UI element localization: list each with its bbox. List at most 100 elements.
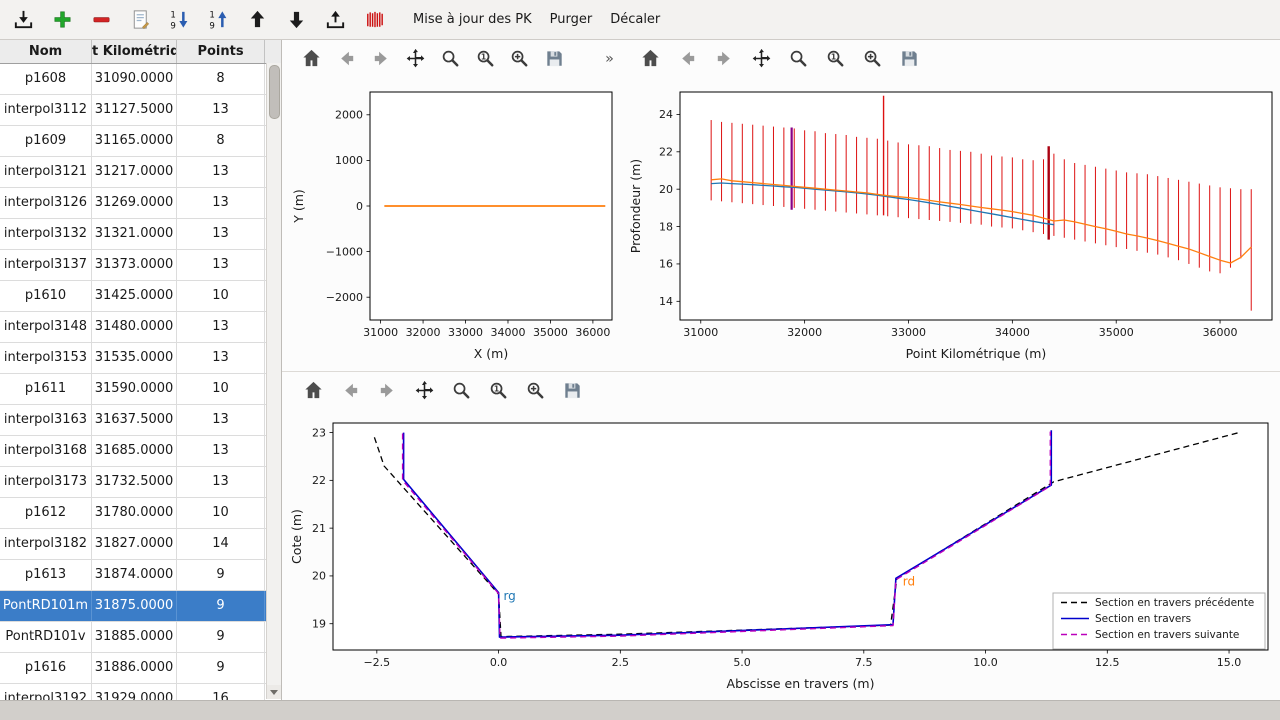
back-button[interactable] [336, 376, 364, 404]
table-cell: 31685.0000 [92, 436, 177, 466]
svg-text:9: 9 [170, 22, 175, 31]
zoom-one-button[interactable]: 1 [821, 44, 849, 72]
svg-text:−2000: −2000 [326, 291, 363, 304]
zoom-one-button[interactable]: 1 [484, 376, 512, 404]
table-row[interactable]: PontRD101v 31885.0000 9 [0, 622, 281, 653]
svg-text:1: 1 [493, 384, 498, 393]
import-button[interactable] [8, 4, 38, 36]
table-cell: 13 [177, 467, 265, 497]
table-row[interactable]: interpol3148 31480.0000 13 [0, 312, 281, 343]
table-row[interactable]: interpol3126 31269.0000 13 [0, 188, 281, 219]
zoom-button[interactable] [784, 44, 812, 72]
back-button[interactable] [334, 44, 360, 72]
column-header-0[interactable]: Nom [0, 40, 92, 63]
edit-button[interactable] [125, 4, 155, 36]
svg-text:5.0: 5.0 [733, 656, 751, 669]
table-cell: p1613 [0, 560, 92, 590]
table-row[interactable]: p1613 31874.0000 9 [0, 560, 281, 591]
table-cell: 31874.0000 [92, 560, 177, 590]
pan-button[interactable] [403, 44, 429, 72]
scroll-down-button[interactable] [267, 685, 281, 699]
table-cell: interpol3148 [0, 312, 92, 342]
zoom-one-icon: 1 [827, 50, 843, 66]
home-button[interactable] [299, 44, 325, 72]
table-row[interactable]: interpol3153 31535.0000 13 [0, 343, 281, 374]
scrollbar-thumb[interactable] [269, 65, 280, 119]
table-cell: 13 [177, 405, 265, 435]
table-row[interactable]: p1608 31090.0000 8 [0, 64, 281, 95]
table-cell: p1616 [0, 653, 92, 683]
table-cell: interpol3168 [0, 436, 92, 466]
home-button[interactable] [299, 376, 327, 404]
zoom-rect-button[interactable] [507, 44, 533, 72]
table-row[interactable]: p1612 31780.0000 10 [0, 498, 281, 529]
decaler-button[interactable]: Décaler [610, 12, 661, 27]
export-button[interactable] [320, 4, 350, 36]
table-row[interactable]: interpol3121 31217.0000 13 [0, 157, 281, 188]
section-chart[interactable]: −2.5 0.0 2.5 5.0 7.5 10.0 12.5 15.0 19 20 21 22 23 rg… [285, 408, 1280, 700]
table-row[interactable]: interpol3163 31637.5000 13 [0, 405, 281, 436]
table-row[interactable]: interpol3168 31685.0000 13 [0, 436, 281, 467]
save-button[interactable] [542, 44, 568, 72]
svg-text:23: 23 [312, 426, 326, 439]
zoom-one-button[interactable]: 1 [472, 44, 498, 72]
table-cell: 31732.5000 [92, 467, 177, 497]
forward-button[interactable] [373, 376, 401, 404]
table-cell: 9 [177, 653, 265, 683]
table-row[interactable]: interpol3112 31127.5000 13 [0, 95, 281, 126]
svg-text:34000: 34000 [995, 326, 1030, 339]
zoom-button[interactable] [438, 44, 464, 72]
table-row[interactable]: interpol3182 31827.0000 14 [0, 529, 281, 560]
table-cell: 10 [177, 281, 265, 311]
table-cell: 31480.0000 [92, 312, 177, 342]
add-button[interactable] [47, 4, 77, 36]
zoom-rect-button[interactable] [858, 44, 886, 72]
column-header-1[interactable]: t Kilométriqu [92, 40, 177, 63]
trace-chart[interactable]: 31000 32000 33000 34000 35000 36000 −2000 −1000… [285, 76, 622, 370]
zoom-rect-icon [527, 382, 543, 398]
table-cell: 31425.0000 [92, 281, 177, 311]
svg-text:14: 14 [659, 295, 673, 308]
remove-button[interactable] [86, 4, 116, 36]
table-row[interactable]: p1610 31425.0000 10 [0, 281, 281, 312]
table-cell: 31090.0000 [92, 64, 177, 94]
pan-button[interactable] [747, 44, 775, 72]
forward-button[interactable] [368, 44, 394, 72]
table-cell: 31269.0000 [92, 188, 177, 218]
table-cell: 9 [177, 560, 265, 590]
save-button[interactable] [895, 44, 923, 72]
table-row[interactable]: interpol3132 31321.0000 13 [0, 219, 281, 250]
forward-button[interactable] [710, 44, 738, 72]
home-button[interactable] [636, 44, 664, 72]
svg-text:Y (m): Y (m) [291, 189, 306, 224]
column-header-2[interactable]: Points [177, 40, 265, 63]
purger-button[interactable]: Purger [549, 12, 593, 27]
overflow-button[interactable]: » [596, 44, 622, 72]
pan-icon [415, 380, 433, 399]
move-up-button[interactable] [242, 4, 272, 36]
vertical-scrollbar[interactable] [266, 63, 281, 699]
back-button[interactable] [673, 44, 701, 72]
table-row[interactable]: p1609 31165.0000 8 [0, 126, 281, 157]
svg-text:19: 19 [312, 618, 326, 631]
table-cell: 31127.5000 [92, 95, 177, 125]
table-row[interactable]: PontRD101m 31875.0000 9 [0, 591, 281, 622]
pan-button[interactable] [410, 376, 438, 404]
zoom-button[interactable] [447, 376, 475, 404]
table-row[interactable]: interpol3137 31373.0000 13 [0, 250, 281, 281]
horizontal-divider [282, 371, 1280, 372]
maj-pk-button[interactable]: Mise à jour des PK [413, 12, 532, 27]
profil-long-chart[interactable]: 31000 32000 33000 34000 35000 36000 14 16 18 20 22… [622, 76, 1280, 370]
table-row[interactable]: p1611 31590.0000 10 [0, 374, 281, 405]
table-row[interactable]: p1616 31886.0000 9 [0, 653, 281, 684]
move-down-button[interactable] [281, 4, 311, 36]
save-button[interactable] [558, 376, 586, 404]
zoom-rect-button[interactable] [521, 376, 549, 404]
section-plot-toolbar: 1 [285, 372, 1280, 408]
sections-button[interactable] [359, 4, 389, 36]
zoom-icon [453, 382, 469, 398]
table-row[interactable]: interpol3173 31732.5000 13 [0, 467, 281, 498]
svg-text:rd: rd [903, 574, 915, 588]
